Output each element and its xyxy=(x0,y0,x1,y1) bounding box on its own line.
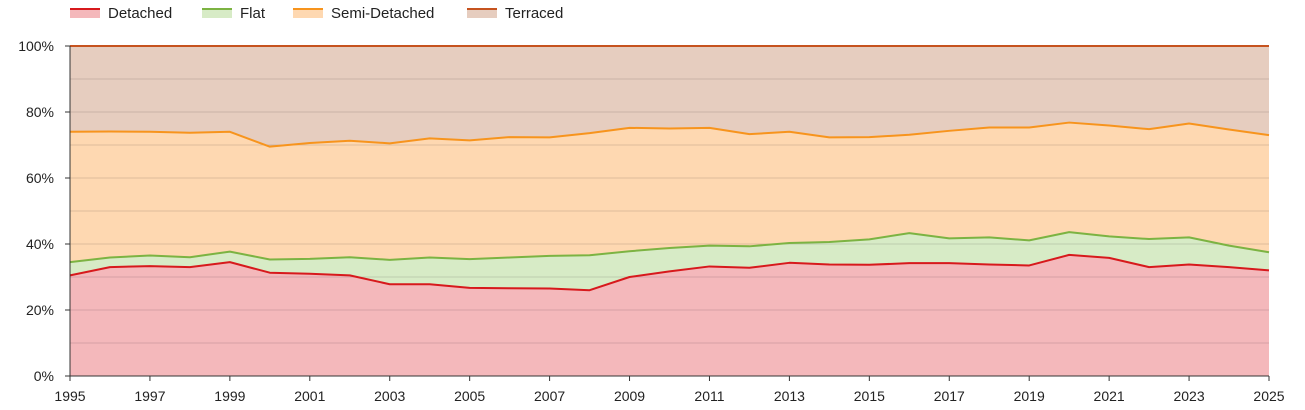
series-lines xyxy=(69,45,1270,292)
y-tick-label: 40% xyxy=(26,236,54,252)
legend-label-flat: Flat xyxy=(240,5,266,22)
area-terraced xyxy=(70,46,1269,147)
legend-label-detached: Detached xyxy=(108,5,172,22)
x-tick-label: 2015 xyxy=(854,388,885,404)
line-semi-detached xyxy=(69,121,1270,148)
x-tick-label: 2001 xyxy=(294,388,325,404)
x-tick-label: 2007 xyxy=(534,388,565,404)
y-tick-label: 20% xyxy=(26,302,54,318)
x-tick-label: 2013 xyxy=(774,388,805,404)
area-layers xyxy=(70,46,1269,376)
x-tick-label: 2025 xyxy=(1253,388,1284,404)
y-tick-label: 100% xyxy=(18,38,54,54)
x-tick-label: 2023 xyxy=(1173,388,1204,404)
x-tick-label: 2005 xyxy=(454,388,485,404)
x-tick-label: 2003 xyxy=(374,388,405,404)
x-tick-label: 1999 xyxy=(214,388,245,404)
legend-swatch-semi-detached xyxy=(293,9,323,18)
x-tick-label: 2021 xyxy=(1094,388,1125,404)
x-tick-label: 1995 xyxy=(54,388,85,404)
x-tick-label: 2011 xyxy=(694,388,724,404)
legend-label-semi-detached: Semi-Detached xyxy=(331,5,434,22)
line-flat xyxy=(69,231,1270,264)
legend-label-terraced: Terraced xyxy=(505,5,563,22)
axes: 0% 20% 40% 60% 80% 100% 1995 1997 1999 2001 2003 20… xyxy=(18,38,1285,404)
legend-swatch-terraced xyxy=(467,9,497,18)
y-tick-label: 80% xyxy=(26,104,54,120)
x-tick-label: 2019 xyxy=(1014,388,1045,404)
gridlines xyxy=(70,78,1269,344)
x-tick-label: 1997 xyxy=(134,388,165,404)
area-flat xyxy=(70,232,1269,291)
legend: Detached Flat Semi-Detached Terraced xyxy=(70,5,563,22)
area-semi-detached xyxy=(70,122,1269,263)
area-detached xyxy=(70,254,1269,376)
x-tick-label: 2017 xyxy=(934,388,965,404)
y-tick-label: 0% xyxy=(34,368,54,384)
line-detached xyxy=(69,253,1270,292)
y-tick-label: 60% xyxy=(26,170,54,186)
legend-swatch-flat xyxy=(202,9,232,18)
legend-swatch-detached xyxy=(70,9,100,18)
x-tick-label: 2009 xyxy=(614,388,645,404)
